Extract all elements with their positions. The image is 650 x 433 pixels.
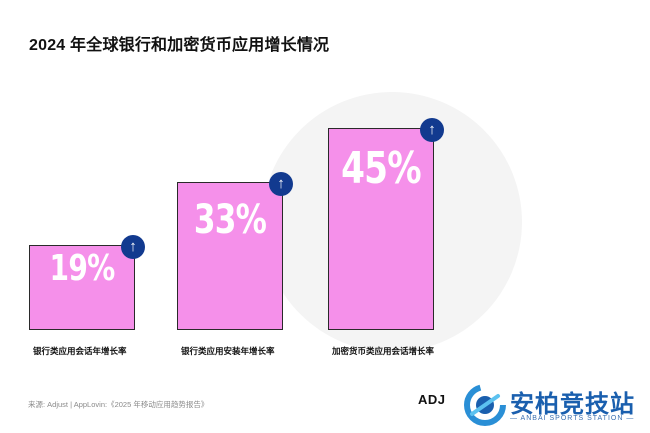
arrow-up-icon: ↑ [420, 117, 444, 142]
chart-title: 2024 年全球银行和加密货币应用增长情况 [29, 37, 330, 54]
brand-name-cn: 安柏竞技站 [510, 391, 635, 418]
brand-logo-icon [464, 384, 506, 426]
bar-value-label: 19% [49, 247, 116, 289]
brand-logo: 安柏竞技站 — ANBAI SPORTS STATION — [464, 382, 644, 430]
arrow-up-icon: ↑ [269, 171, 293, 196]
bar-1: 19% [29, 244, 135, 330]
category-label: 加密货币类应用会话增长率 [332, 346, 435, 356]
category-label: 银行类应用安装年增长率 [181, 346, 275, 356]
bar-value-label: 33% [193, 196, 267, 243]
adj-logo: ADJ [418, 392, 446, 407]
arrow-up-icon: ↑ [121, 234, 145, 259]
bar-2: 33% [177, 181, 283, 330]
bar-3: 45% [328, 127, 434, 330]
brand-name-en: — ANBAI SPORTS STATION — [510, 415, 635, 422]
category-label: 银行类应用会话年增长率 [33, 346, 127, 356]
bar-value-label: 45% [341, 142, 422, 194]
source-note: 来源: Adjust | AppLovin:《2025 年移动应用趋势报告》 [28, 400, 209, 409]
